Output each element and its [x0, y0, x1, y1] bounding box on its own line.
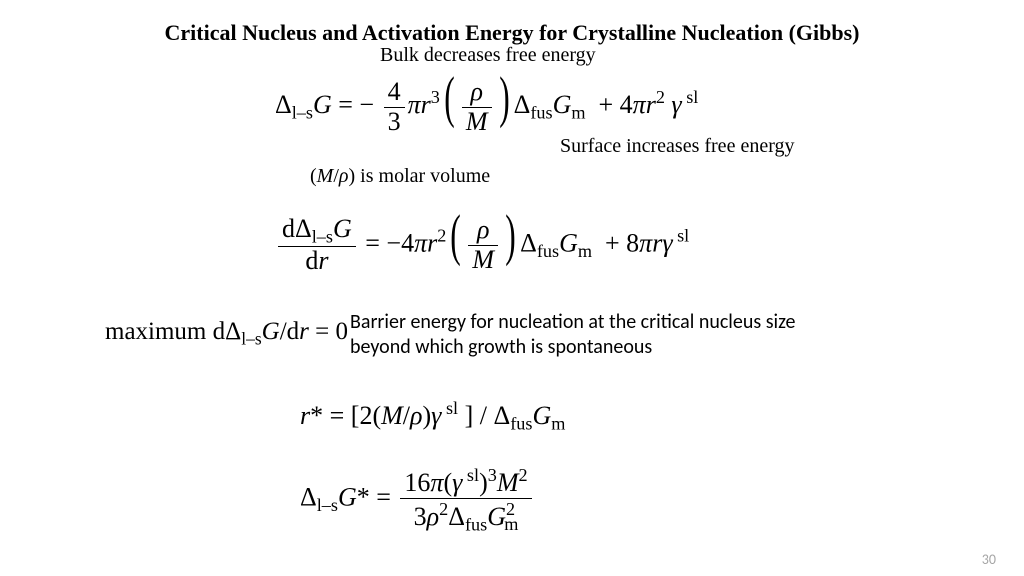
page-number: 30 [982, 551, 996, 568]
page-title: Critical Nucleus and Activation Energy f… [0, 20, 1024, 46]
annotation-barrier: Barrier energy for nucleation at the cri… [350, 310, 830, 360]
equation-derivative: dΔl–sGdr = −4πr2(ρM)ΔfusGm + 8πrγ sl [275, 215, 689, 276]
equation-rstar: r* = [2(M/ρ)γ sl ] / ΔfusGm [300, 398, 565, 434]
annotation-bulk: Bulk decreases free energy [380, 44, 596, 67]
equation-gibbs: Δl–sG = − 43πr3(ρM)ΔfusGm + 4πr2 γ sl [275, 78, 698, 136]
equation-maximum: maximum dΔl–sG/dr = 0 [105, 318, 348, 349]
annotation-molar-volume: (M/ρ) is molar volume [310, 165, 490, 188]
equation-gstar: Δl–sG* = 16π(γ sl)3M23ρ2ΔfusG2m [300, 465, 535, 534]
annotation-surface: Surface increases free energy [560, 135, 795, 158]
